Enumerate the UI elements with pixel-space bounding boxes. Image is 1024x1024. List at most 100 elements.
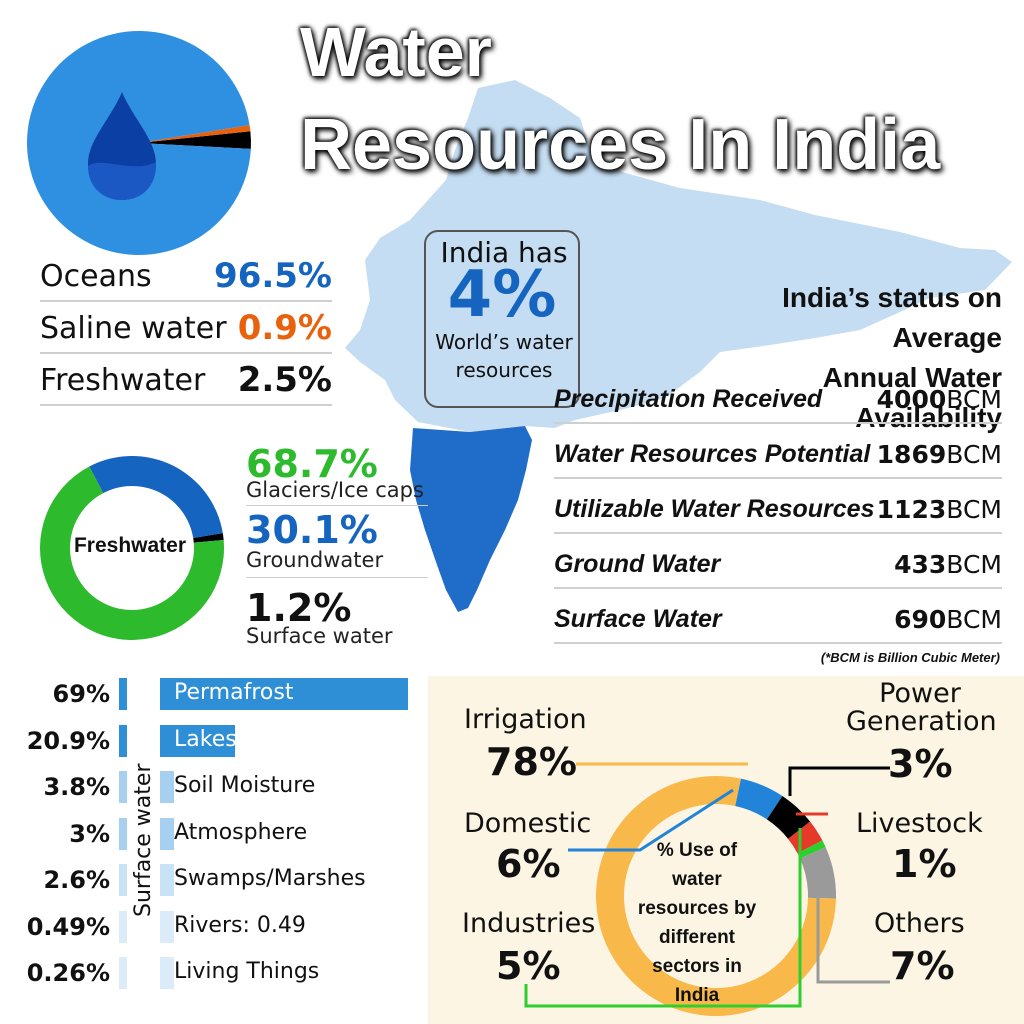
callout-percentage: 4% xyxy=(447,258,557,332)
surface-water-axis-label: Surface water xyxy=(131,763,156,917)
glaciers-legend-item: 68.7% Glaciers/Ice caps xyxy=(246,444,428,506)
lakes-label: Lakes xyxy=(174,726,237,752)
surface-share-value: 3.8% xyxy=(43,773,110,801)
india-south-region xyxy=(410,426,532,612)
status-title-line-2: Annual Water Availability xyxy=(822,362,1002,433)
industries-label: Industries xyxy=(462,908,596,939)
status-title: India’s status on Average Annual Water A… xyxy=(690,278,1002,438)
surface-water-value: 1.2% xyxy=(246,586,352,630)
earth-water-pie xyxy=(27,31,251,256)
freshwater-slice xyxy=(139,131,251,149)
status-row: Utilizable Water Resources 1123BCM xyxy=(554,480,1002,534)
lakes-bar xyxy=(160,724,236,757)
status-row-value: 1869BCM xyxy=(876,440,1002,469)
status-row-label: Precipitation Received xyxy=(554,385,823,413)
swamps-marshes-label: Swamps/Marshes xyxy=(174,866,366,891)
surface-share-value: 20.9% xyxy=(26,726,110,755)
industries-leader-line xyxy=(524,828,802,1008)
surface-share-tick xyxy=(119,910,127,943)
permafrost-bar xyxy=(160,678,408,710)
callout-line-3: resources xyxy=(455,358,553,382)
sector-use-panel xyxy=(428,676,1024,1024)
soil-moisture-bar xyxy=(160,771,174,803)
irrigation-label: Irrigation xyxy=(464,704,587,735)
groundwater-value: 30.1% xyxy=(246,508,378,552)
atmosphere-label: Atmosphere xyxy=(174,819,308,845)
living-things-label: Living Things xyxy=(174,959,320,984)
groundwater-label: Groundwater xyxy=(246,548,384,572)
status-row-value: 433BCM xyxy=(894,550,1002,579)
status-row: Water Resources Potential 1869BCM xyxy=(554,425,1002,479)
surface-share-tick xyxy=(119,957,127,989)
livestock-label: Livestock xyxy=(856,808,983,839)
glaciers-value: 68.7% xyxy=(246,442,378,486)
permafrost-label: Permafrost xyxy=(174,680,294,705)
others-leader-line xyxy=(816,888,890,984)
status-row-value: 1123BCM xyxy=(876,495,1002,524)
rivers-0-49-bar xyxy=(160,910,174,943)
freshwater-center-label: Freshwater xyxy=(73,534,187,557)
domestic-label: Domestic xyxy=(464,808,592,839)
swamps-marshes-bar xyxy=(160,864,174,896)
status-row-label: Surface Water xyxy=(554,605,722,633)
oceans-row: Oceans 96.5% xyxy=(40,252,332,302)
groundwater-slice xyxy=(89,456,223,538)
soil-moisture-label: Soil Moisture xyxy=(174,773,316,798)
living-things-bar xyxy=(160,957,174,989)
title-line-1: Water xyxy=(300,13,492,91)
water-drop-icon xyxy=(88,92,156,200)
livestock-slice xyxy=(797,840,826,859)
oceans-value: 96.5% xyxy=(214,256,332,296)
groundwater-legend-item: 30.1% Groundwater xyxy=(246,510,428,578)
status-row-label: Utilizable Water Resources xyxy=(554,495,875,523)
glaciers-label: Glaciers/Ice caps xyxy=(246,478,424,502)
status-row: Ground Water 433BCM xyxy=(554,535,1002,589)
power-leader-line xyxy=(788,766,890,796)
power-generation-slice xyxy=(788,821,823,854)
surface-share-tick xyxy=(119,864,127,896)
india-share-callout: India has World’s water resources xyxy=(424,230,580,408)
surface-share-tick xyxy=(119,724,127,757)
status-title-line-1: India’s status on Average xyxy=(782,282,1002,353)
freshwater-donut xyxy=(40,456,225,640)
surface-share-tick xyxy=(119,817,127,850)
surface-water-legend-item: 1.2% Surface water xyxy=(246,588,428,648)
atmosphere-bar xyxy=(160,817,174,850)
surface-share-value: 0.26% xyxy=(26,959,110,987)
saline-water-row: Saline water 0.9% xyxy=(40,304,332,354)
saline-water-value: 0.9% xyxy=(237,308,332,348)
status-row-value: 4000BCM xyxy=(876,385,1002,414)
freshwater-value: 2.5% xyxy=(237,360,332,400)
status-row-label: Water Resources Potential xyxy=(554,440,871,468)
oceans-label: Oceans xyxy=(40,259,152,294)
domestic-slice xyxy=(735,778,783,820)
surface-share-tick xyxy=(119,678,127,710)
freshwater-row: Freshwater 2.5% xyxy=(40,356,332,406)
surface-share-value: 0.49% xyxy=(26,912,110,941)
surface-water-slice xyxy=(193,533,224,543)
surface-water-label: Surface water xyxy=(246,624,393,648)
surface-share-value: 3% xyxy=(69,819,110,848)
callout-line-1: India has xyxy=(440,236,568,269)
sector-center-label: % Use of water resources by different se… xyxy=(637,840,757,1006)
domestic-value: 6% xyxy=(496,842,561,886)
saline-water-label: Saline water xyxy=(40,311,227,346)
irrigation-value: 78% xyxy=(486,740,577,784)
livestock-value: 1% xyxy=(892,842,957,886)
india-north-region xyxy=(345,80,1012,432)
surface-share-value: 69% xyxy=(52,680,110,708)
status-row: Precipitation Received 4000BCM xyxy=(554,370,1002,424)
surface-share-value: 2.6% xyxy=(43,866,110,894)
power-generation-value: 3% xyxy=(888,742,953,786)
freshwater-label: Freshwater xyxy=(40,363,206,398)
glaciers-ice-caps-slice xyxy=(40,466,225,640)
status-row-value: 690BCM xyxy=(894,605,1002,634)
sector-donut-chart xyxy=(524,762,890,1016)
others-label: Others xyxy=(874,908,965,939)
sector-leader-lines xyxy=(524,762,890,1008)
industries-value: 5% xyxy=(496,944,561,988)
others-value: 7% xyxy=(890,944,955,988)
saline-water-slice xyxy=(139,124,251,143)
bcm-footnote: (*BCM is Billion Cubic Meter) xyxy=(820,650,1000,665)
